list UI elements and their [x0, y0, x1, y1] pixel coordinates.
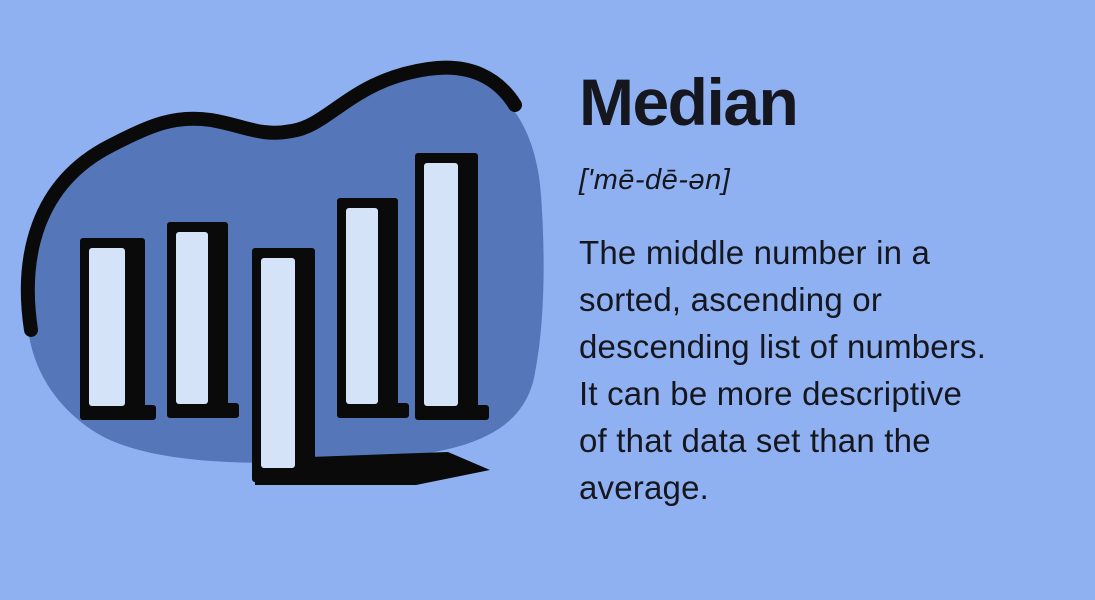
bar-3-fill: [261, 258, 295, 468]
bar-5-foot: [473, 405, 489, 420]
bar-4-fill: [346, 208, 378, 404]
bar-1-fill: [89, 248, 125, 406]
bar-4-foot: [393, 403, 409, 418]
bars-group: [80, 153, 489, 482]
bar-1-foot: [140, 405, 156, 420]
bar-3-foot: [310, 467, 326, 482]
bar-2-fill: [176, 232, 208, 404]
term-title: Median: [579, 65, 799, 139]
definition-text-block: Median ['mē-dē-ən] The middle number in …: [579, 64, 1069, 511]
bar-2-foot: [223, 403, 239, 418]
term-definition: The middle number in a sorted, ascending…: [579, 234, 987, 506]
bar-5-fill: [424, 163, 458, 406]
bar-chart-illustration: [20, 60, 544, 485]
blob-outline-stroke: [20, 60, 522, 337]
term-pronunciation: ['mē-dē-ən]: [579, 164, 731, 196]
